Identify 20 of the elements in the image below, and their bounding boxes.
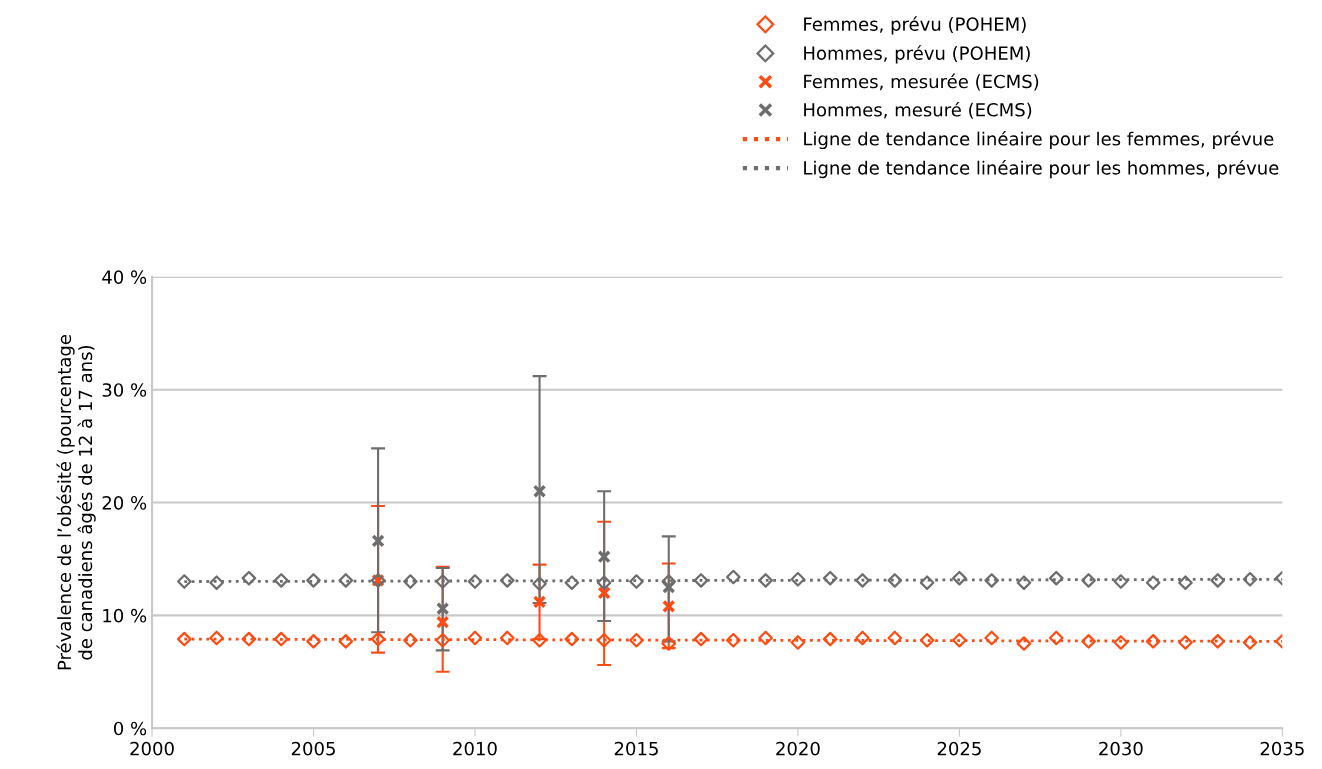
legend-label: Femmes, prévu (POHEM): [804, 16, 1026, 35]
x-tick-label: 2020: [776, 741, 820, 756]
x-tick-label: 2030: [1099, 741, 1143, 756]
y-tick-label: 10 %: [103, 608, 147, 623]
x-tick-label: 2025: [937, 741, 981, 756]
y-tick-label: 0 %: [113, 721, 147, 736]
y-tick-label: 20 %: [102, 496, 147, 510]
y-tick-label: 30 %: [102, 383, 147, 397]
x-tick-label: 2010: [453, 741, 497, 756]
legend-label: Hommes, mesuré (ECMS): [804, 101, 1032, 119]
legend-label: Ligne de tendance linéaire pour les femmes, prévue: [804, 130, 1274, 150]
x-tick-label: 2000: [130, 741, 174, 756]
x-tick-label: 2035: [1260, 741, 1304, 756]
x-tick-label: 2015: [614, 741, 658, 756]
y-axis-title: Prévalence de l’obésité (pourcentage de canadiens âgés de 12 à 17 ans): [56, 334, 96, 670]
legend-label: Femmes, mesurée (ECMS): [804, 73, 1039, 91]
legend-label: Hommes, prévu (POHEM): [804, 45, 1030, 64]
y-tick-label: 40 %: [102, 270, 147, 284]
x-tick-label: 2005: [291, 741, 335, 756]
legend-label: Ligne de tendance linéaire pour les hommes, prévue: [804, 159, 1279, 179]
